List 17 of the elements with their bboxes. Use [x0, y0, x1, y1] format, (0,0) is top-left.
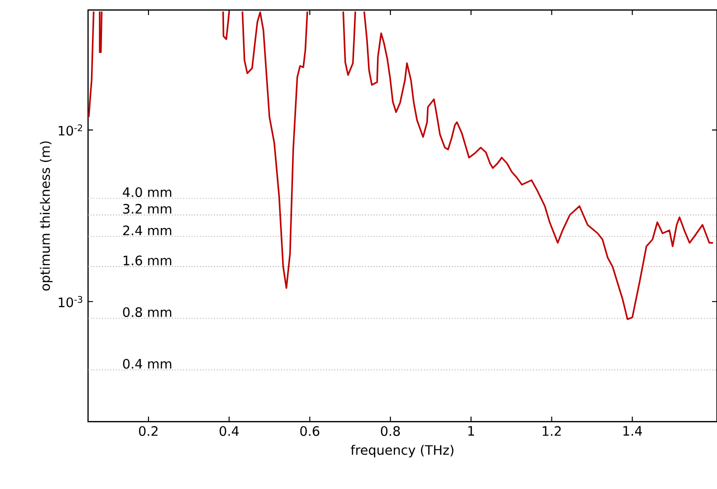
ref-line-label: 4.0 mm — [122, 187, 172, 198]
x-tick-label: 0.8 — [380, 426, 400, 436]
x-tick-label: 0.6 — [300, 426, 320, 436]
x-tick-label: 1 — [468, 426, 474, 436]
ref-line-label: 3.2 mm — [123, 204, 172, 214]
ref-line-label: 0.4 mm — [123, 358, 172, 369]
ref-line-label: 2.4 mm — [123, 226, 172, 236]
x-tick-label: 1.2 — [542, 426, 561, 436]
x-tick-label: 1.4 — [623, 426, 642, 436]
x-tick-label: 0.2 — [139, 426, 158, 436]
x-axis-title: frequency (THz) — [350, 444, 454, 458]
x-tick-label: 0.4 — [220, 426, 239, 436]
ref-line-label: 0.8 mm — [123, 307, 172, 318]
y-tick-label: 10$^{-3}$ — [58, 296, 82, 308]
ref-line-label: 1.6 mm — [124, 256, 172, 266]
y-tick-label: 10$^{-2}$ — [58, 124, 82, 136]
y-axis-title: optimum thickness (m) — [40, 141, 52, 291]
